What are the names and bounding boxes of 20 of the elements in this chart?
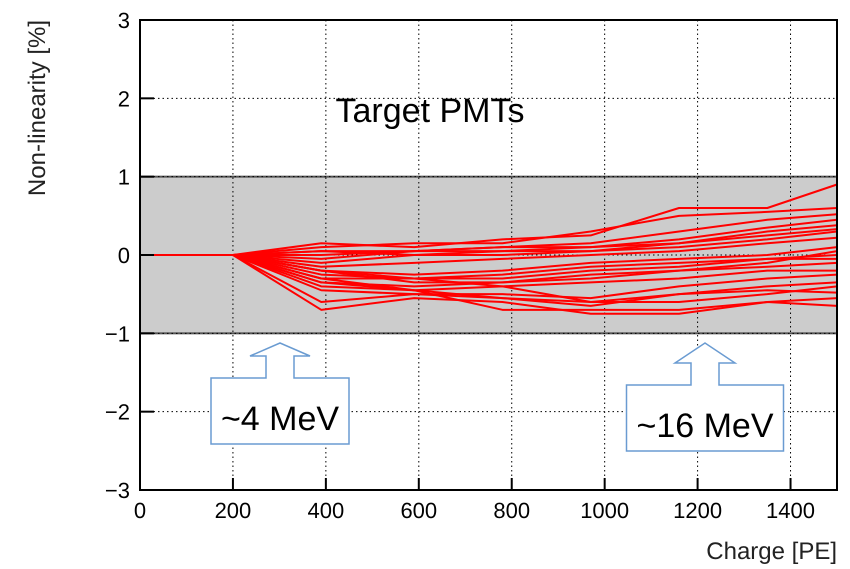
x-tick-label: 600 (400, 498, 438, 523)
x-tick-label: 1200 (673, 498, 722, 523)
x-tick-label: 200 (214, 498, 252, 523)
x-tick-label: 1400 (766, 498, 816, 523)
annotation: ~16 MeV (636, 407, 774, 445)
x-axis-title: Charge [PE] (706, 538, 837, 565)
y-axis-title: Non-linearity [%] (24, 20, 51, 196)
x-tick-label: 0 (134, 498, 146, 523)
annotation: Target PMTs (336, 92, 524, 130)
y-tick-label: −3 (104, 478, 130, 503)
y-tick-label: −2 (104, 400, 130, 425)
y-tick-label: 2 (118, 86, 130, 112)
y-tick-label: −1 (104, 321, 130, 346)
x-tick-label: 800 (493, 498, 530, 523)
annotation: ~4 MeV (220, 400, 340, 438)
y-tick-label: 3 (118, 8, 130, 33)
y-tick-label: 1 (118, 164, 130, 190)
x-tick-label: 1000 (580, 498, 630, 523)
y-tick-label: 0 (118, 243, 130, 268)
x-tick-label: 400 (308, 498, 344, 523)
